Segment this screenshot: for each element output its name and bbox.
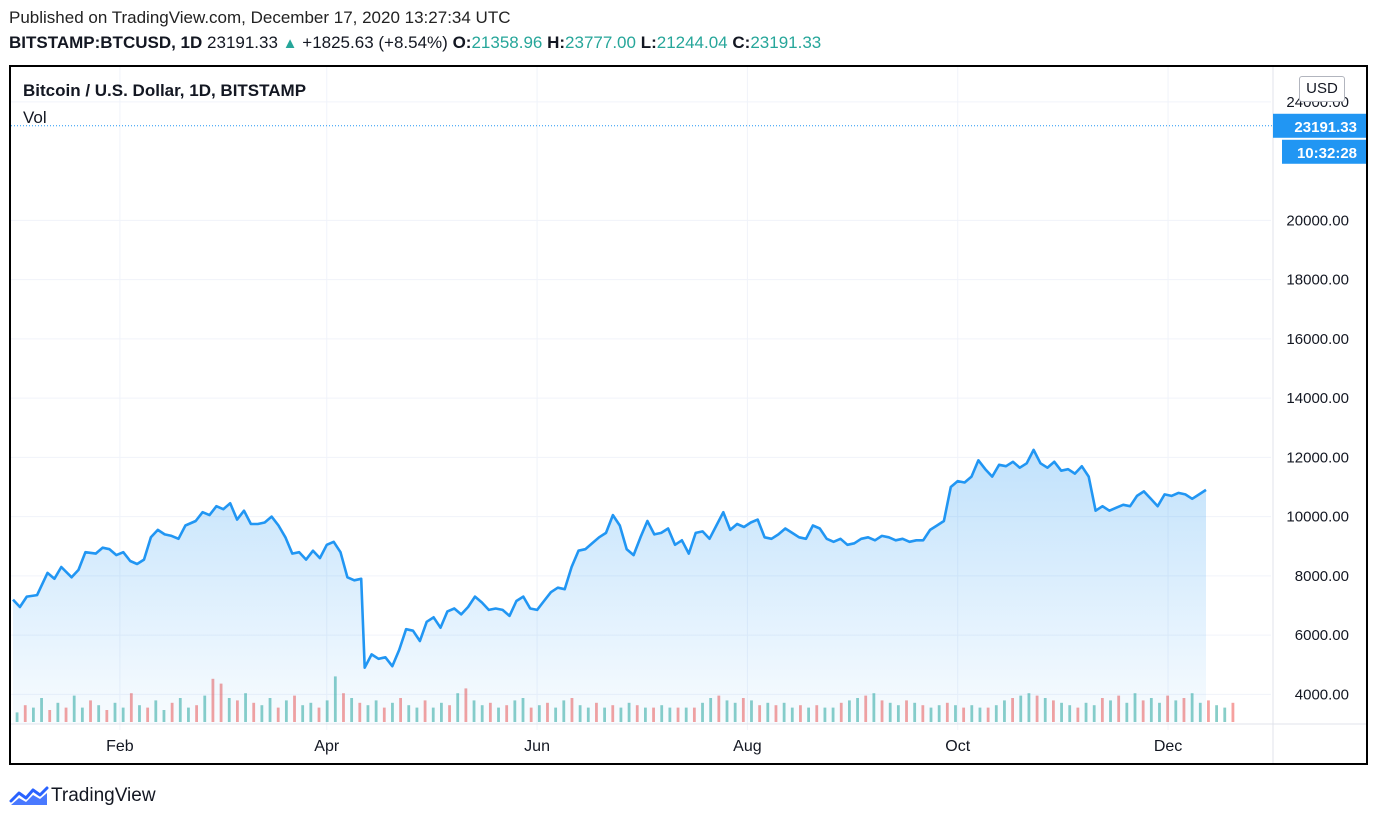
footer: TradingView [9,783,156,809]
price-tag: 23191.33 10:32:28 [1273,113,1366,164]
legend-vol: Vol [23,108,47,127]
x-tick-label: Feb [106,738,134,755]
price-line [12,448,1207,669]
countdown-text: 10:32:28 [1297,145,1357,162]
footer-brand[interactable]: TradingView [51,785,156,806]
y-tick-label: 20000.00 [1286,212,1349,229]
price-area-fill [13,449,1206,724]
x-tick-label: Aug [733,738,761,755]
close-value: 23191.33 [750,33,822,52]
countdown-background [1282,139,1366,164]
y-axis: 4000.00 6000.00 8000.00 10000.00 12000.00 140… [1286,94,1349,704]
volume-bar [1231,702,1235,722]
x-tick-label: Oct [945,738,970,755]
volume-bar [1215,705,1218,722]
x-tick-label: Apr [314,738,340,755]
open-value: 21358.96 [471,33,543,52]
x-tick-label: Jun [524,738,550,755]
tradingview-logo-icon[interactable] [9,785,49,807]
y-tick-label: 8000.00 [1295,568,1349,585]
currency-button[interactable]: USD [1299,76,1345,102]
y-tick-label: 6000.00 [1295,627,1349,644]
y-tick-label: 12000.00 [1286,449,1349,466]
price-tag-text: 23191.33 [1294,119,1357,136]
high-label: H: [547,33,566,52]
published-note: Published on TradingView.com, December 1… [9,8,511,27]
price-tag-background [1273,113,1366,138]
x-axis: Feb Apr Jun Aug Oct Dec [106,738,1182,755]
x-tick-label: Dec [1154,738,1182,755]
y-tick-label: 10000.00 [1286,509,1349,526]
low-label: L: [640,33,657,52]
volume-bar [1223,707,1227,722]
low-value: 21244.04 [656,33,728,52]
volume-bar [1207,700,1210,722]
y-tick-label: 14000.00 [1286,390,1349,407]
y-tick-label: 4000.00 [1295,686,1349,703]
close-label: C: [732,33,751,52]
symbol-label: BITSTAMP:BTCUSD, 1D [9,33,203,52]
y-tick-label: 18000.00 [1286,272,1349,289]
legend-title: Bitcoin / U.S. Dollar, 1D, BITSTAMP [23,81,307,100]
open-label: O: [452,33,472,52]
y-tick-label: 16000.00 [1286,331,1349,348]
chart-frame[interactable]: 4000.00 6000.00 8000.00 10000.00 12000.00 140… [9,65,1368,765]
change-value: +1825.63 (+8.54%) [302,33,448,52]
chart-canvas[interactable]: 4000.00 6000.00 8000.00 10000.00 12000.00 140… [11,67,1366,763]
up-arrow-icon: ▲ [282,35,298,52]
high-value: 23777.00 [565,33,636,52]
last-price: 23191.33 [207,33,278,52]
ohlc-header: BITSTAMP:BTCUSD, 1D 23191.33 ▲ +1825.63 … [9,33,821,53]
